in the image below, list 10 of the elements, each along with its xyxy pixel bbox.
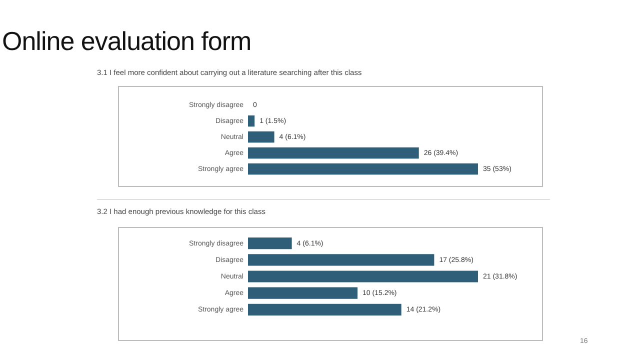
bar (248, 131, 274, 143)
bar (248, 254, 434, 266)
bar (248, 237, 292, 250)
bar (248, 147, 419, 159)
bar (248, 304, 402, 316)
bar (248, 115, 255, 127)
bar (248, 163, 478, 175)
chart-title: Online evaluation form (2, 26, 252, 57)
bar (248, 287, 358, 299)
bar (248, 270, 478, 282)
